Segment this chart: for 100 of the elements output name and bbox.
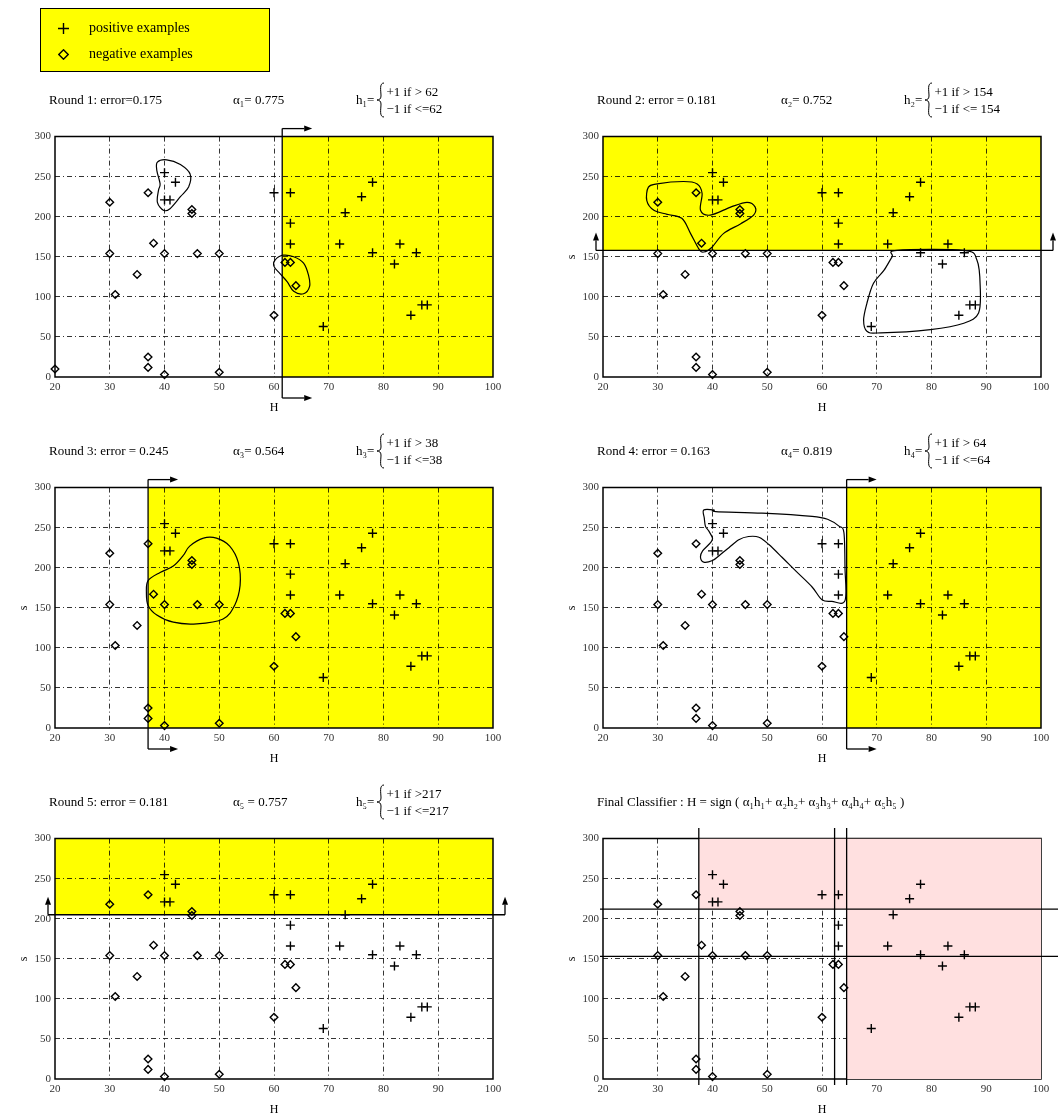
y-tick-label: 300: [582, 129, 600, 142]
x-axis-title: H: [817, 1101, 827, 1115]
x-tick-label: 60: [816, 731, 828, 744]
x-tick-label: 30: [104, 1082, 116, 1095]
text: h₂=: [904, 92, 923, 108]
text: h₁=: [356, 92, 375, 108]
y-tick-label: 100: [582, 289, 600, 302]
x-tick-label: 40: [159, 1082, 171, 1095]
y-tick-label: 300: [34, 831, 52, 844]
x-tick-label: 70: [871, 380, 883, 393]
x-tick-label: 40: [159, 731, 171, 744]
text: −1 if <=64: [934, 451, 991, 468]
text: α₂= 0.752: [781, 92, 833, 108]
y-axis-title: s: [564, 605, 579, 611]
y-tick-label: 100: [34, 640, 52, 653]
x-tick-label: 60: [816, 380, 828, 393]
y-tick-label: 50: [40, 1031, 52, 1044]
x-tick-label: 70: [323, 731, 335, 744]
chart-title: Round 2: error = 0.181: [597, 92, 717, 108]
y-tick-label: 150: [582, 600, 600, 613]
x-tick-label: 60: [268, 380, 280, 393]
x-tick-label: 20: [49, 380, 61, 393]
text: α₁= 0.775: [233, 92, 285, 108]
x-tick-label: 40: [707, 380, 719, 393]
y-tick-label: 250: [582, 520, 600, 533]
y-tick-label: 50: [40, 680, 52, 693]
x-tick-label: 30: [652, 1082, 664, 1095]
legend-label: positive examples: [89, 20, 190, 36]
y-tick-label: 300: [34, 480, 52, 493]
text: −1 if <=217: [386, 802, 449, 819]
x-tick-label: 90: [980, 731, 993, 744]
x-tick-label: 30: [652, 380, 664, 393]
text: α₅ = 0.757: [233, 794, 288, 810]
y-tick-label: 0: [593, 1071, 600, 1084]
x-axis-title: H: [269, 399, 279, 414]
x-tick-label: 100: [1032, 1082, 1050, 1095]
text: +1 if >217: [386, 785, 443, 802]
x-tick-label: 90: [980, 1082, 993, 1095]
text: +1 if > 38: [386, 434, 440, 451]
y-tick-label: 250: [34, 169, 52, 182]
x-tick-label: 90: [432, 380, 445, 393]
y-tick-label: 0: [593, 369, 600, 382]
x-tick-label: 80: [926, 731, 938, 744]
y-tick-label: 250: [582, 871, 600, 884]
y-tick-label: 0: [45, 720, 52, 733]
y-tick-label: 0: [593, 720, 600, 733]
x-tick-label: 70: [871, 1082, 883, 1095]
chart-title: Round 1: error=0.175: [49, 92, 163, 108]
x-tick-label: 70: [871, 731, 883, 744]
text: α₃= 0.564: [233, 443, 285, 459]
text: +1 if > 154: [934, 83, 994, 100]
y-tick-label: 50: [40, 329, 52, 342]
text: +1 if > 64: [934, 434, 988, 451]
y-tick-label: 150: [34, 600, 52, 613]
y-tick-label: 150: [34, 249, 52, 262]
y-tick-label: 100: [582, 991, 600, 1004]
x-tick-label: 60: [268, 1082, 280, 1095]
chart-title: Rond 4: error = 0.163: [597, 443, 711, 459]
x-axis-title: H: [817, 750, 827, 765]
y-tick-label: 100: [34, 289, 52, 302]
chart-title: Final Classifier : H = sign ( α₁h₁+ α₂h₂+ α₃h₃+ α₄h₄+ α₅h₅ ): [597, 794, 905, 810]
x-tick-label: 40: [707, 731, 719, 744]
x-tick-label: 40: [159, 380, 171, 393]
y-tick-label: 150: [34, 951, 52, 964]
y-tick-label: 0: [45, 1071, 52, 1084]
y-axis-title: s: [16, 605, 31, 611]
x-tick-label: 30: [104, 380, 116, 393]
x-tick-label: 50: [761, 1082, 774, 1095]
y-tick-label: 300: [34, 129, 52, 142]
text: −1 if <= 154: [934, 100, 1001, 117]
x-tick-label: 80: [926, 1082, 938, 1095]
x-tick-label: 80: [378, 380, 390, 393]
x-tick-label: 20: [49, 1082, 61, 1095]
x-tick-label: 100: [484, 1082, 502, 1095]
legend-label: negative examples: [89, 46, 193, 62]
y-tick-label: 250: [34, 520, 52, 533]
text: h₄=: [904, 443, 923, 459]
x-axis-title: H: [269, 750, 279, 765]
y-tick-label: 200: [582, 911, 600, 924]
x-tick-label: 50: [213, 731, 226, 744]
x-tick-label: 100: [484, 731, 502, 744]
text: h₅=: [356, 794, 375, 810]
x-tick-label: 100: [484, 380, 502, 393]
text: −1 if <=38: [386, 451, 443, 468]
x-tick-label: 20: [597, 1082, 609, 1095]
chart-title: Round 5: error = 0.181: [49, 794, 169, 810]
x-tick-label: 60: [816, 1082, 828, 1095]
x-axis-title: H: [817, 399, 827, 414]
text: −1 if <=62: [386, 100, 443, 117]
y-tick-label: 200: [582, 560, 600, 573]
x-tick-label: 50: [213, 380, 226, 393]
chart-title: Round 3: error = 0.245: [49, 443, 169, 459]
x-tick-label: 90: [432, 731, 445, 744]
y-tick-label: 150: [582, 951, 600, 964]
x-tick-label: 70: [323, 380, 335, 393]
y-tick-label: 0: [45, 369, 52, 382]
x-tick-label: 50: [213, 1082, 226, 1095]
y-tick-label: 50: [588, 1031, 600, 1044]
y-tick-label: 300: [582, 831, 600, 844]
x-tick-label: 90: [432, 1082, 445, 1095]
